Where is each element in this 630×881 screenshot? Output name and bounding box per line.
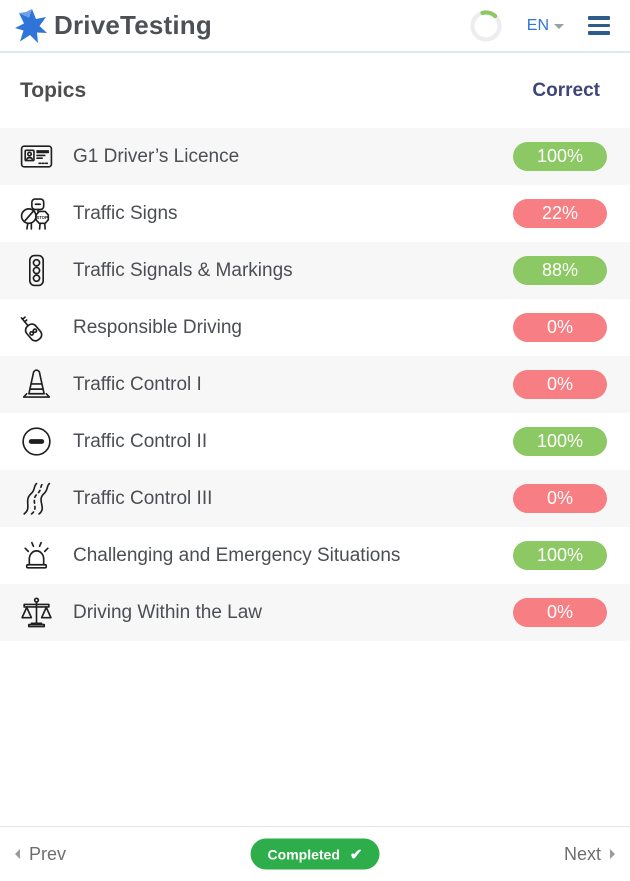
menu-button[interactable] bbox=[588, 12, 610, 39]
topic-label: Responsible Driving bbox=[73, 316, 242, 338]
traffic-cone-icon bbox=[0, 366, 73, 403]
no-entry-icon bbox=[0, 423, 73, 460]
progress-ring-icon bbox=[470, 9, 502, 42]
topic-label: Driving Within the Law bbox=[73, 601, 263, 623]
traffic-light-icon bbox=[0, 252, 73, 289]
correct-percentage-badge: 0% bbox=[513, 598, 607, 627]
topic-label: Challenging and Emergency Situations bbox=[73, 544, 401, 566]
correct-percentage-badge: 100% bbox=[513, 427, 607, 456]
correct-percentage-badge: 0% bbox=[513, 313, 607, 342]
topic-row[interactable]: Traffic Control III 0% bbox=[0, 470, 630, 527]
brand-name: DriveTesting bbox=[54, 10, 212, 40]
topic-label: Traffic Signs bbox=[73, 202, 178, 224]
topic-row[interactable]: Driving Within the Law 0% bbox=[0, 584, 630, 641]
topic-row[interactable]: Challenging and Emergency Situations 100… bbox=[0, 527, 630, 584]
chevron-down-icon bbox=[554, 24, 564, 29]
header-actions: EN bbox=[469, 9, 610, 43]
app-header: DriveTesting EN bbox=[0, 0, 630, 53]
next-label: Next bbox=[563, 843, 601, 864]
topics-list: G1 Driver’s Licence 100% Traffic Signs 2… bbox=[0, 128, 630, 641]
correct-column-header: Correct bbox=[532, 79, 600, 101]
correct-percentage-badge: 100% bbox=[513, 142, 607, 171]
correct-percentage-badge: 22% bbox=[513, 199, 607, 228]
next-button[interactable]: Next bbox=[564, 844, 615, 865]
table-header: Topics Correct bbox=[0, 53, 630, 128]
emergency-light-icon bbox=[0, 537, 73, 574]
licence-card-icon bbox=[0, 138, 73, 175]
star-logo-icon bbox=[15, 8, 47, 43]
correct-percentage-badge: 100% bbox=[513, 541, 607, 570]
topic-label: Traffic Control II bbox=[73, 430, 208, 452]
topic-row[interactable]: G1 Driver’s Licence 100% bbox=[0, 128, 630, 185]
topic-label: Traffic Control I bbox=[73, 373, 202, 395]
completed-label: Completed bbox=[267, 846, 340, 862]
topic-row[interactable]: Responsible Driving 0% bbox=[0, 299, 630, 356]
prev-button[interactable]: Prev bbox=[15, 844, 66, 865]
scales-icon bbox=[0, 594, 73, 631]
caret-right-icon bbox=[610, 849, 615, 859]
topic-label: G1 Driver’s Licence bbox=[73, 145, 240, 167]
correct-percentage-badge: 88% bbox=[513, 256, 607, 285]
check-icon: ✔ bbox=[349, 846, 363, 863]
winding-road-icon bbox=[0, 480, 73, 517]
language-label: EN bbox=[526, 16, 549, 34]
car-key-icon bbox=[0, 309, 73, 346]
topic-row[interactable]: Traffic Signs 22% bbox=[0, 185, 630, 242]
traffic-signs-icon bbox=[0, 195, 73, 232]
prev-label: Prev bbox=[29, 843, 67, 864]
correct-percentage-badge: 0% bbox=[513, 370, 607, 399]
topic-row[interactable]: Traffic Signals & Markings 88% bbox=[0, 242, 630, 299]
topic-label: Traffic Signals & Markings bbox=[73, 259, 293, 281]
topic-row[interactable]: Traffic Control II 100% bbox=[0, 413, 630, 470]
brand-logo[interactable]: DriveTesting bbox=[13, 8, 212, 44]
correct-percentage-badge: 0% bbox=[513, 484, 607, 513]
language-dropdown[interactable]: EN bbox=[527, 17, 564, 35]
caret-left-icon bbox=[15, 849, 20, 859]
topics-column-header: Topics bbox=[20, 78, 87, 102]
pagination-footer: Prev Completed ✔ Next bbox=[0, 826, 630, 881]
completed-status-button[interactable]: Completed ✔ bbox=[250, 838, 380, 870]
topic-label: Traffic Control III bbox=[73, 487, 213, 509]
topic-row[interactable]: Traffic Control I 0% bbox=[0, 356, 630, 413]
